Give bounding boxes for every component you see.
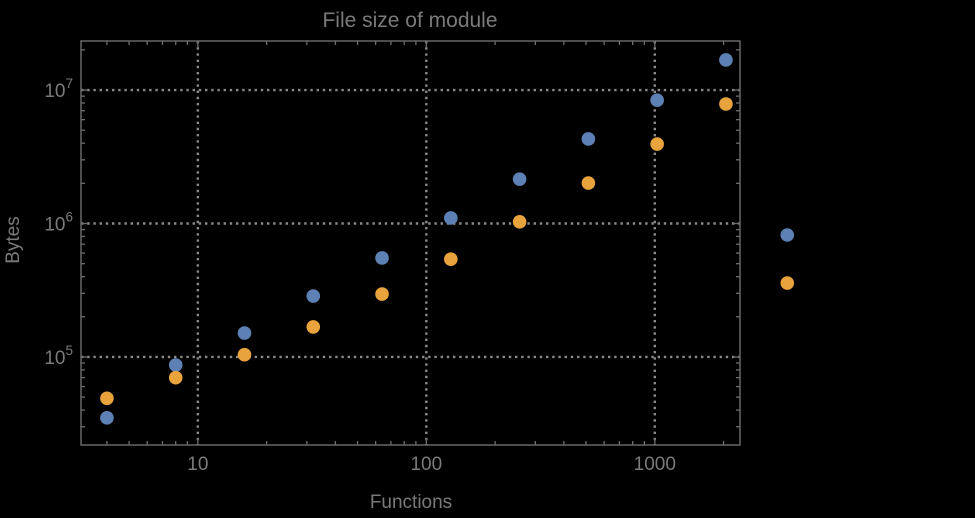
x-tick-label-1000: 1000 [634,454,676,475]
chart-title: File size of module [322,9,497,32]
data-point-orange-2048 [719,97,733,111]
plot-frame [80,40,741,446]
data-point-orange-8 [168,370,183,385]
y-tick-exponent: 7 [65,76,73,91]
data-point-blue-128 [444,211,458,225]
y-tick-label-10^7: 107 [44,76,73,102]
data-point-blue-64 [375,251,389,265]
y-axis-label: Bytes [3,216,24,264]
data-point-blue-512 [581,132,596,146]
y-tick-exponent: 5 [65,343,73,358]
data-point-orange-32 [306,320,321,334]
data-point-orange-1024 [650,137,664,151]
data-point-orange-3800 [780,276,795,290]
data-point-orange-128 [444,252,458,267]
data-point-blue-4 [100,411,114,425]
data-point-blue-3800 [780,228,795,242]
plot-layer: 10 100 1000 105 106 107 [44,40,795,475]
data-point-orange-512 [581,176,596,190]
y-tick-label-10^6: 106 [44,210,73,236]
data-point-orange-256 [512,214,527,229]
data-point-orange-4 [100,391,114,406]
x-tick-label-100: 100 [410,454,442,475]
data-point-blue-8 [168,358,183,372]
data-point-blue-1024 [650,93,664,107]
x-tick-label-10: 10 [187,454,208,475]
x-axis-label: Functions [370,492,452,513]
data-point-blue-2048 [719,53,733,67]
data-point-blue-32 [306,289,321,303]
data-point-orange-64 [375,287,389,301]
data-point-blue-256 [512,172,527,186]
y-tick-exponent: 6 [65,210,73,225]
data-point-orange-16 [237,347,252,362]
y-tick-label-10^5: 105 [44,343,73,369]
data-point-blue-16 [237,326,252,340]
